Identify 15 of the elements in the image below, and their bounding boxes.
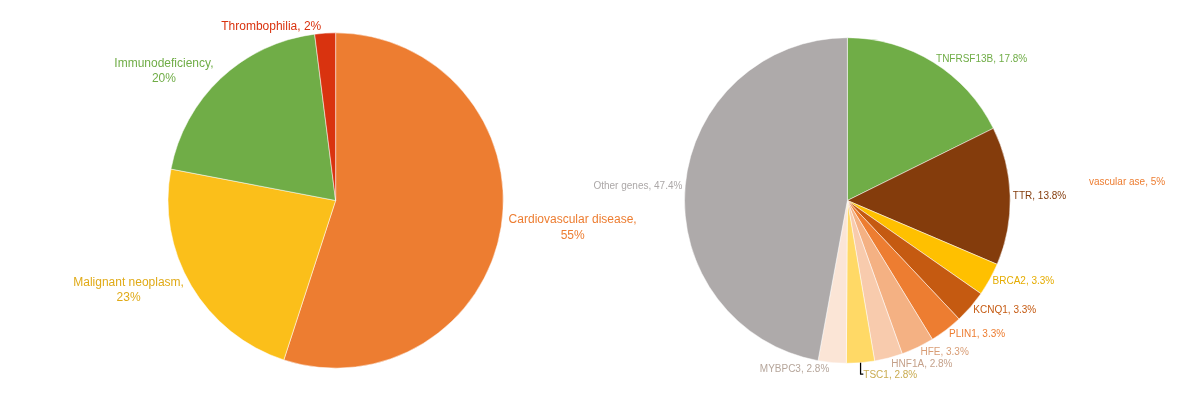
slice-label: TSC1, 2.8%	[863, 368, 918, 380]
text: vascular ase, 5%	[1089, 176, 1166, 187]
slice-label: Other genes, 47.4%	[593, 180, 683, 192]
slice-label: KCNQ1, 3.3%	[973, 303, 1037, 315]
slice-label: Thrombophilia, 2%	[221, 19, 322, 34]
slice-label: PLIN1, 3.3%	[948, 327, 1006, 339]
slice-label: TNFRSF13B, 17.8%	[936, 52, 1028, 64]
slice-label: TTR, 13.8%	[1012, 190, 1067, 202]
slice-label: HNF1A, 2.8%	[891, 357, 953, 369]
slice-label: Cardiovascular disease, 55%	[508, 212, 637, 242]
slice-label: Immunodeficiency, 20%	[114, 55, 214, 86]
slice-label: HFE, 3.3%	[920, 346, 969, 358]
slice-label: MYBPC3, 2.8%	[759, 362, 830, 374]
slice-label: Malignant neoplasm, 23%	[73, 274, 184, 305]
slice-label: BRCA2, 3.3%	[992, 275, 1055, 287]
